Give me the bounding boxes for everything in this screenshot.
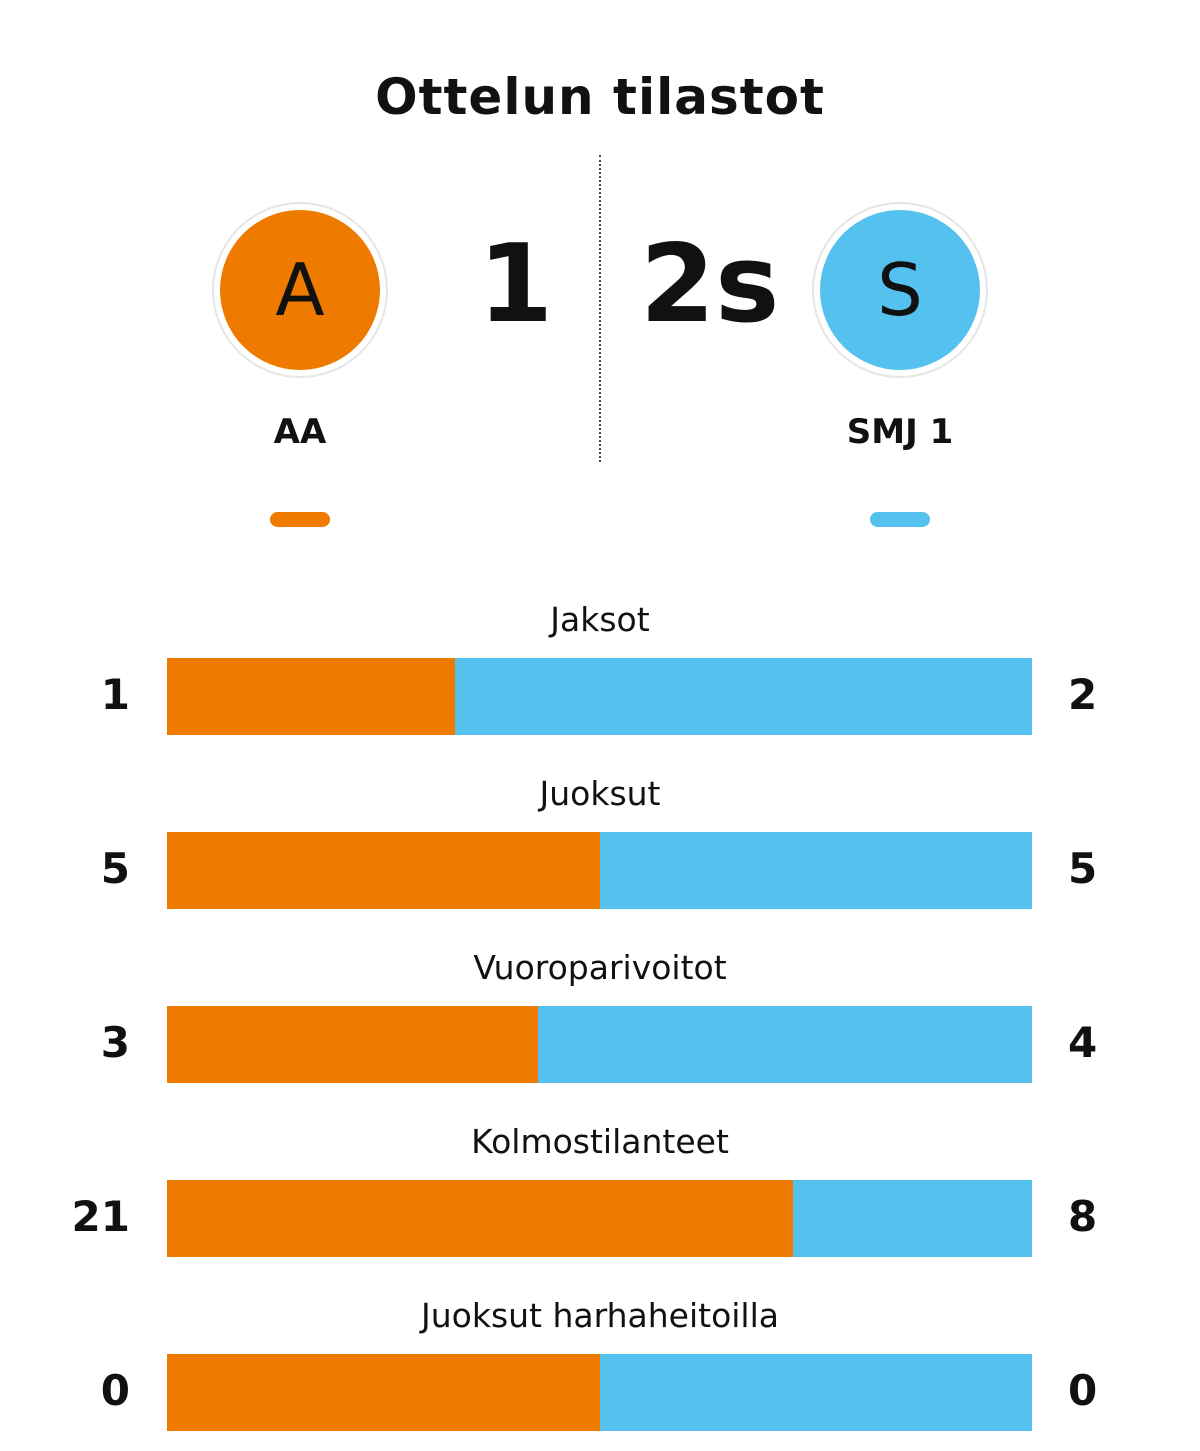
stat-label: Kolmostilanteet xyxy=(471,1122,729,1161)
home-bar-segment xyxy=(167,658,456,735)
away-team-name: SMJ 1 xyxy=(846,412,954,452)
stat-label: Juoksut xyxy=(539,774,661,813)
home-bar-segment xyxy=(167,1354,600,1431)
home-stat-value: 0 xyxy=(100,1366,130,1415)
away-bar-segment xyxy=(599,832,1032,909)
stat-bar xyxy=(167,658,1032,735)
home-color-indicator xyxy=(270,512,330,527)
stat-bar xyxy=(167,832,1032,909)
home-stat-value: 3 xyxy=(100,1018,130,1067)
page-title: Ottelun tilastot xyxy=(375,68,825,126)
away-bar-segment xyxy=(599,1354,1032,1431)
stat-label: Juoksut harhaheitoilla xyxy=(421,1296,779,1335)
center-divider xyxy=(599,155,601,462)
home-bar-segment xyxy=(167,1180,794,1257)
away-stat-value: 4 xyxy=(1068,1018,1098,1067)
away-stat-value: 0 xyxy=(1068,1366,1098,1415)
home-logo-letter: A xyxy=(220,210,380,370)
home-stat-value: 1 xyxy=(100,670,130,719)
away-stat-value: 5 xyxy=(1068,844,1098,893)
home-score: 1 xyxy=(478,222,554,347)
away-bar-segment xyxy=(793,1180,1032,1257)
home-stat-value: 21 xyxy=(71,1192,130,1241)
away-color-indicator xyxy=(870,512,930,527)
home-team-logo: A xyxy=(212,202,388,378)
home-bar-segment xyxy=(167,1006,538,1083)
stat-label: Jaksot xyxy=(550,600,650,639)
away-stat-value: 8 xyxy=(1068,1192,1098,1241)
stat-bar xyxy=(167,1180,1032,1257)
home-bar-segment xyxy=(167,832,600,909)
away-team-logo: S xyxy=(812,202,988,378)
home-team-name: AA xyxy=(273,412,327,452)
away-stat-value: 2 xyxy=(1068,670,1098,719)
away-logo-letter: S xyxy=(820,210,980,370)
away-bar-segment xyxy=(537,1006,1032,1083)
stat-label: Vuoroparivoitot xyxy=(473,948,727,987)
stat-bar xyxy=(167,1006,1032,1083)
away-bar-segment xyxy=(455,658,1032,735)
away-score: 2s xyxy=(640,222,780,347)
stat-bar xyxy=(167,1354,1032,1431)
home-stat-value: 5 xyxy=(100,844,130,893)
